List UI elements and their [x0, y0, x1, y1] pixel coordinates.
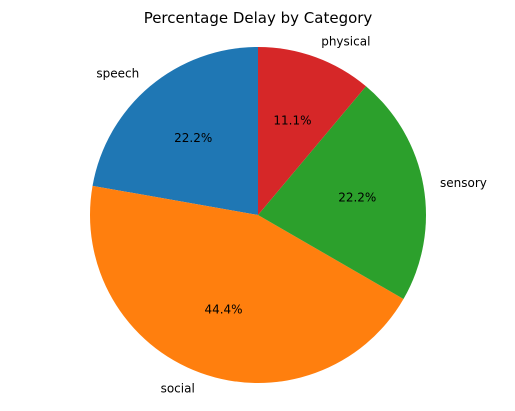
- pct-label-physical: 11.1%: [273, 113, 311, 127]
- pct-label-social: 44.4%: [204, 303, 242, 317]
- pie-slice-speech: [92, 47, 258, 215]
- pie-slice-social: [89, 185, 404, 383]
- category-label-social: social: [161, 382, 195, 396]
- pie-slices: [89, 47, 427, 383]
- pie-labels: 22.2% speech 44.4% social 22.2% sensory 11.1% p…: [96, 34, 486, 395]
- pie-slice-sensory: [258, 86, 427, 299]
- chart-title: Percentage Delay by Category: [144, 9, 373, 27]
- pct-label-sensory: 22.2%: [338, 191, 376, 205]
- category-label-sensory: sensory: [440, 176, 487, 190]
- pie-slice-physical: [258, 47, 366, 215]
- pct-label-speech: 22.2%: [174, 131, 212, 145]
- category-label-physical: physical: [321, 34, 370, 48]
- category-label-speech: speech: [96, 66, 139, 80]
